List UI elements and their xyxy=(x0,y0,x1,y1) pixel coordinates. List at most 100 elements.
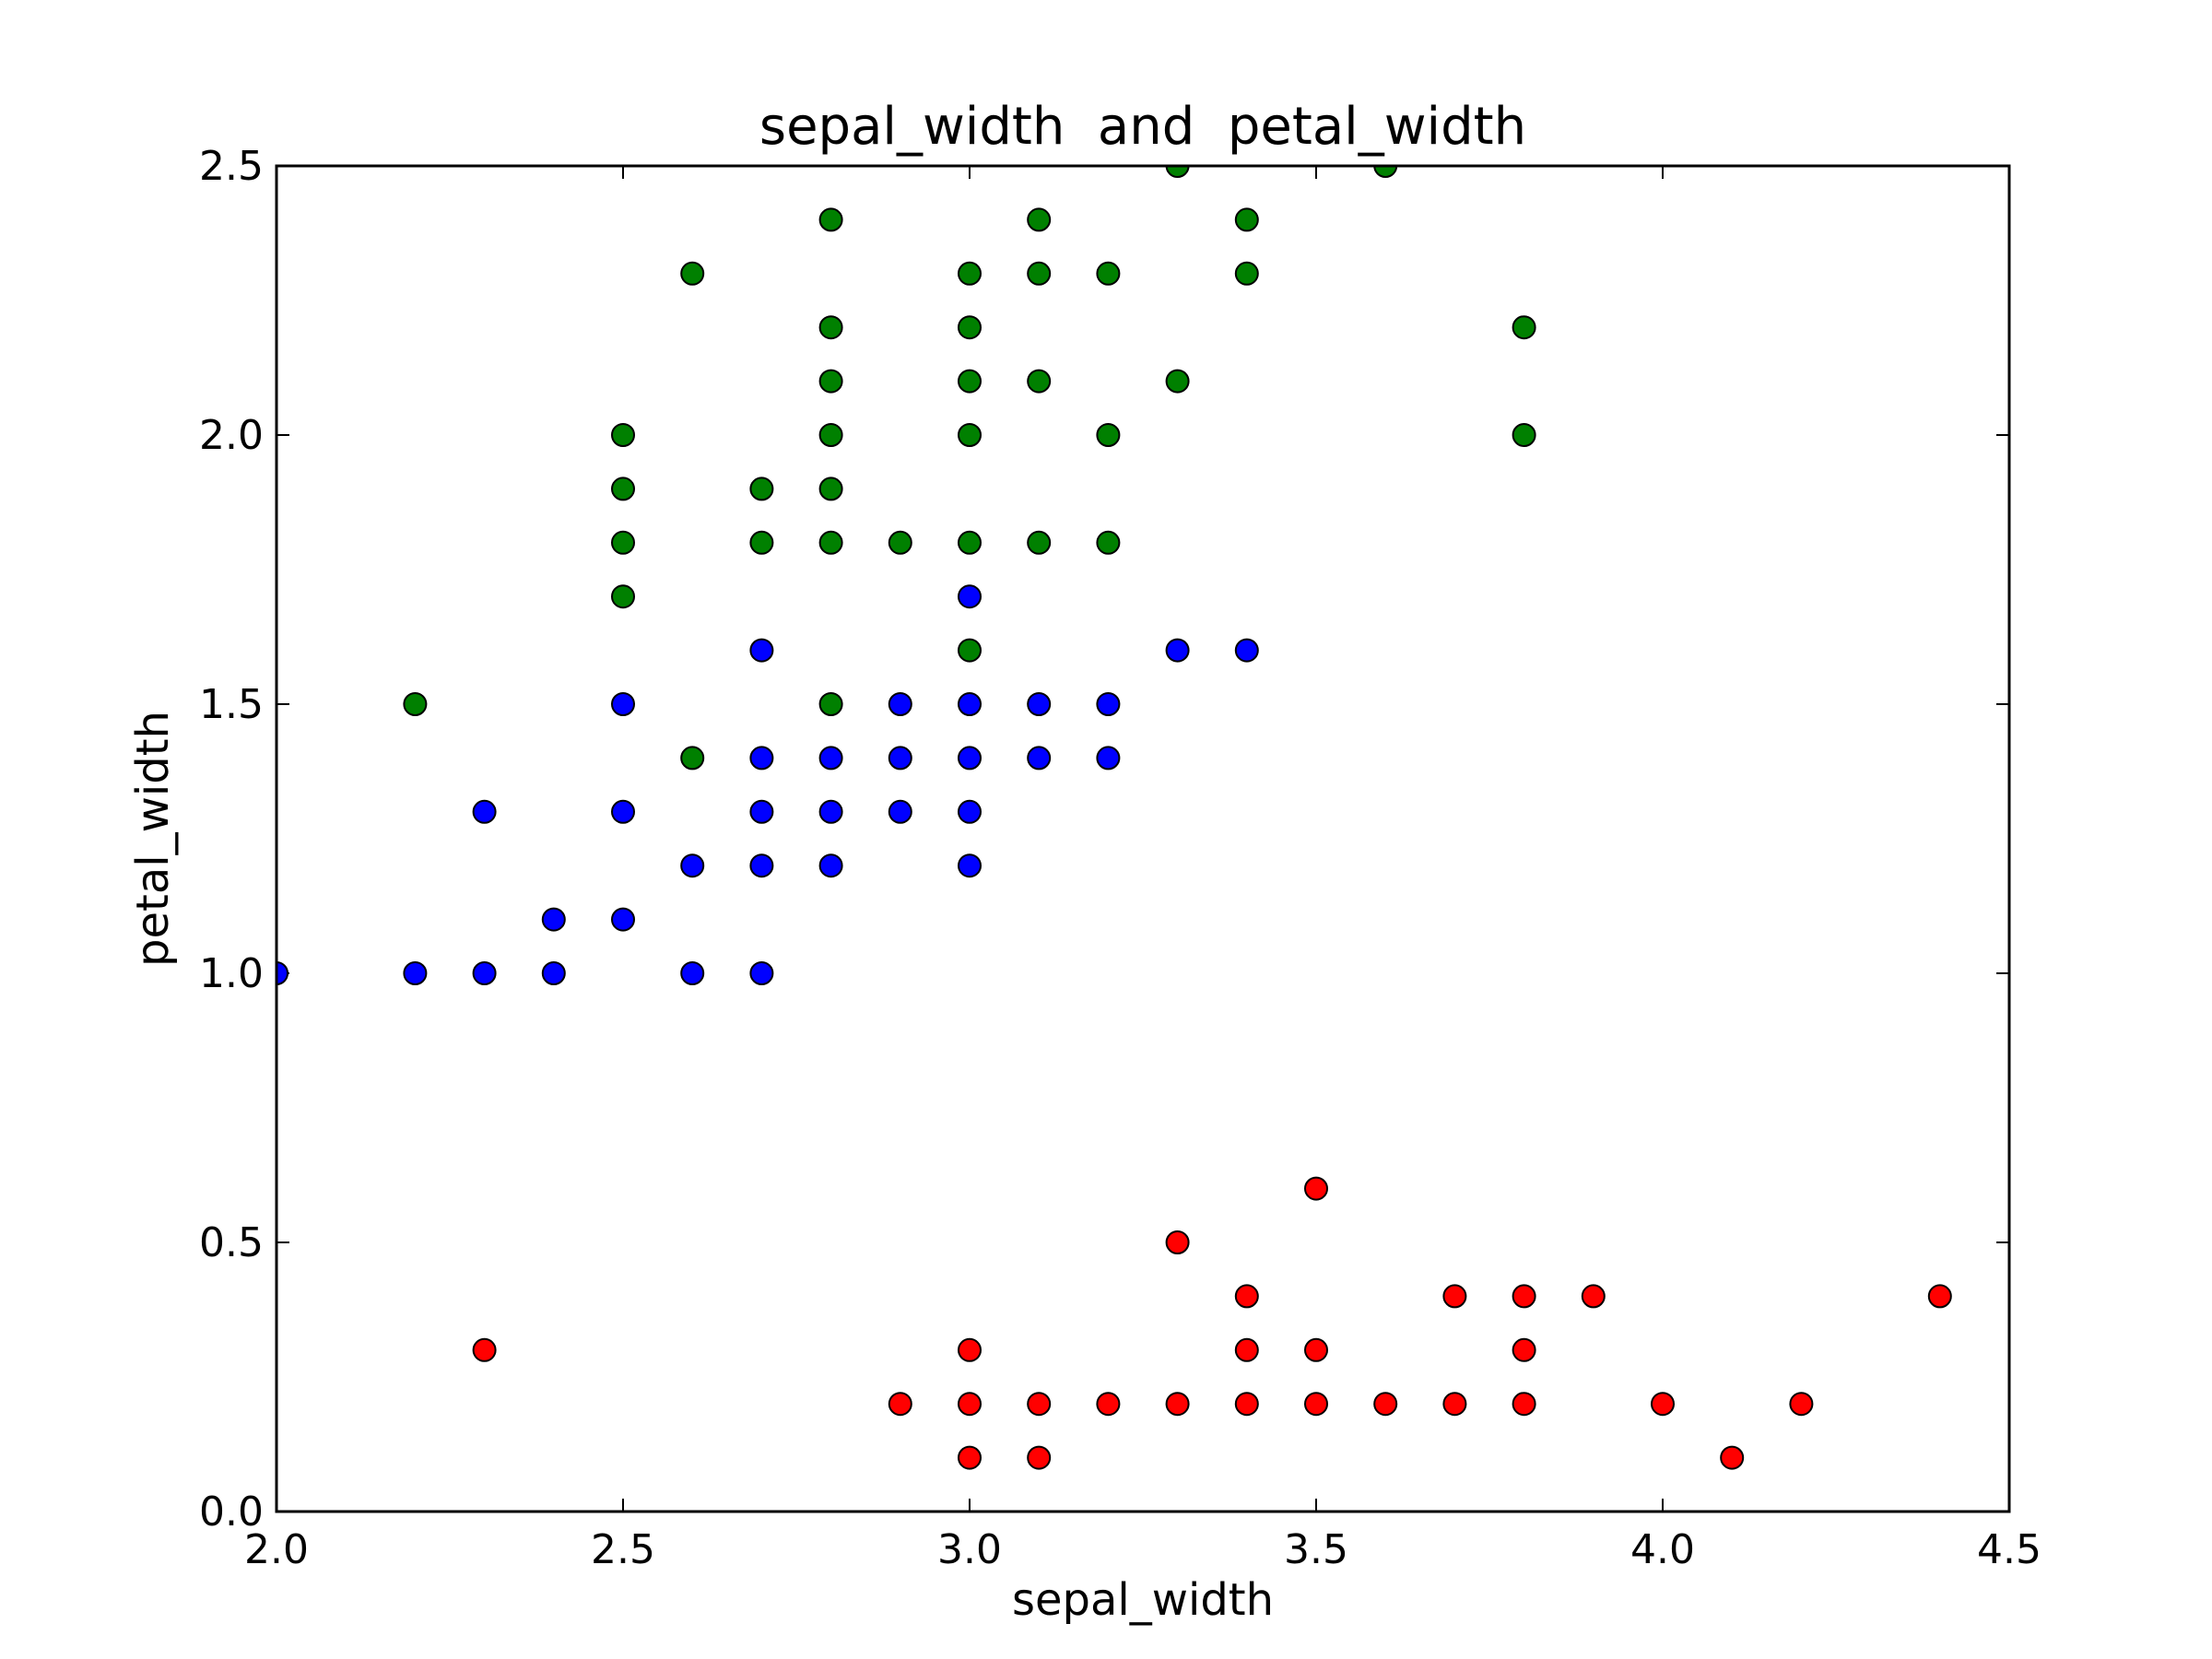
series-2 xyxy=(403,166,1536,771)
data-point xyxy=(680,261,705,286)
x-tick-label: 3.5 xyxy=(1284,1526,1348,1573)
y-axis-label: petal_width xyxy=(127,711,179,967)
data-point xyxy=(680,961,705,985)
data-point xyxy=(1027,692,1052,716)
data-point xyxy=(1027,207,1052,232)
data-point xyxy=(611,477,635,501)
data-point xyxy=(958,1337,982,1362)
data-point xyxy=(1165,1392,1190,1417)
data-point xyxy=(1234,1392,1259,1417)
data-point xyxy=(888,530,912,555)
y-tick-label: 2.5 xyxy=(199,143,264,190)
data-point xyxy=(749,530,774,555)
data-point xyxy=(888,746,912,771)
data-point xyxy=(472,799,497,824)
data-point xyxy=(749,477,774,501)
data-point xyxy=(611,423,635,447)
data-point xyxy=(1304,1337,1328,1362)
data-point xyxy=(1304,1176,1328,1201)
data-point xyxy=(1234,1337,1259,1362)
y-tick-label: 0.0 xyxy=(199,1488,264,1535)
data-point xyxy=(1027,261,1052,286)
data-point xyxy=(472,961,497,985)
data-point xyxy=(958,638,982,663)
axis-ticks: 2.0 2.5 3.0 3.5 4.0 4.5 0.0 0.5 1.0 1.5 2.0 2.5 xyxy=(199,143,2041,1573)
data-point xyxy=(958,315,982,340)
data-point xyxy=(958,692,982,716)
data-point xyxy=(818,530,843,555)
chart-title: sepal_width and petal_width xyxy=(759,97,1526,157)
data-point xyxy=(818,477,843,501)
x-tick-label: 3.0 xyxy=(937,1526,1002,1573)
data-point xyxy=(1096,746,1121,771)
data-point xyxy=(1234,261,1259,286)
data-point xyxy=(611,584,635,609)
data-point xyxy=(611,530,635,555)
data-point xyxy=(958,799,982,824)
data-point xyxy=(1234,207,1259,232)
data-point xyxy=(818,207,843,232)
data-point xyxy=(1027,1445,1052,1470)
x-tick-label: 2.0 xyxy=(244,1526,309,1573)
data-point xyxy=(472,1337,497,1362)
data-point xyxy=(818,853,843,878)
data-point xyxy=(958,1445,982,1470)
data-point xyxy=(818,315,843,340)
data-point xyxy=(1512,423,1536,447)
data-point xyxy=(1096,530,1121,555)
data-point xyxy=(1027,746,1052,771)
y-tick-label: 0.5 xyxy=(199,1219,264,1266)
data-point xyxy=(1304,1392,1328,1417)
x-axis-label: sepal_width xyxy=(1012,1574,1274,1626)
data-point xyxy=(958,746,982,771)
data-point xyxy=(1027,1392,1052,1417)
x-tick-label: 4.0 xyxy=(1630,1526,1695,1573)
series-0 xyxy=(472,1176,1952,1470)
y-tick-label: 1.0 xyxy=(199,950,264,997)
data-point xyxy=(276,961,288,985)
data-point xyxy=(1789,1392,1814,1417)
data-point xyxy=(1373,1392,1398,1417)
data-point xyxy=(1512,315,1536,340)
data-point xyxy=(1512,1284,1536,1309)
data-point xyxy=(541,907,566,932)
data-point xyxy=(818,423,843,447)
data-point xyxy=(1165,1230,1190,1254)
data-point xyxy=(1096,1392,1121,1417)
x-tick-label: 4.5 xyxy=(1977,1526,2041,1573)
data-point xyxy=(1927,1284,1952,1309)
plot-frame xyxy=(275,164,2011,1513)
data-point xyxy=(1096,692,1121,716)
data-point xyxy=(1165,369,1190,394)
data-point xyxy=(1165,166,1190,178)
data-point xyxy=(1651,1392,1675,1417)
data-point xyxy=(1234,638,1259,663)
data-point xyxy=(1096,423,1121,447)
data-point xyxy=(1096,261,1121,286)
data-point xyxy=(403,692,428,716)
data-point xyxy=(1442,1284,1467,1309)
data-point xyxy=(888,692,912,716)
data-point xyxy=(611,907,635,932)
data-point xyxy=(1027,369,1052,394)
data-point xyxy=(1512,1337,1536,1362)
data-point xyxy=(611,692,635,716)
y-tick-label: 2.0 xyxy=(199,412,264,459)
data-point xyxy=(749,961,774,985)
series-1 xyxy=(276,584,1259,985)
data-point xyxy=(403,961,428,985)
data-point xyxy=(1442,1392,1467,1417)
data-point xyxy=(818,746,843,771)
data-point xyxy=(958,369,982,394)
data-point xyxy=(1027,530,1052,555)
data-point xyxy=(1165,638,1190,663)
data-point xyxy=(1234,1284,1259,1309)
data-point xyxy=(958,853,982,878)
x-tick-label: 2.5 xyxy=(591,1526,655,1573)
data-point xyxy=(888,799,912,824)
data-point xyxy=(1373,166,1398,178)
data-point xyxy=(611,799,635,824)
data-point xyxy=(1720,1445,1745,1470)
data-point xyxy=(958,530,982,555)
